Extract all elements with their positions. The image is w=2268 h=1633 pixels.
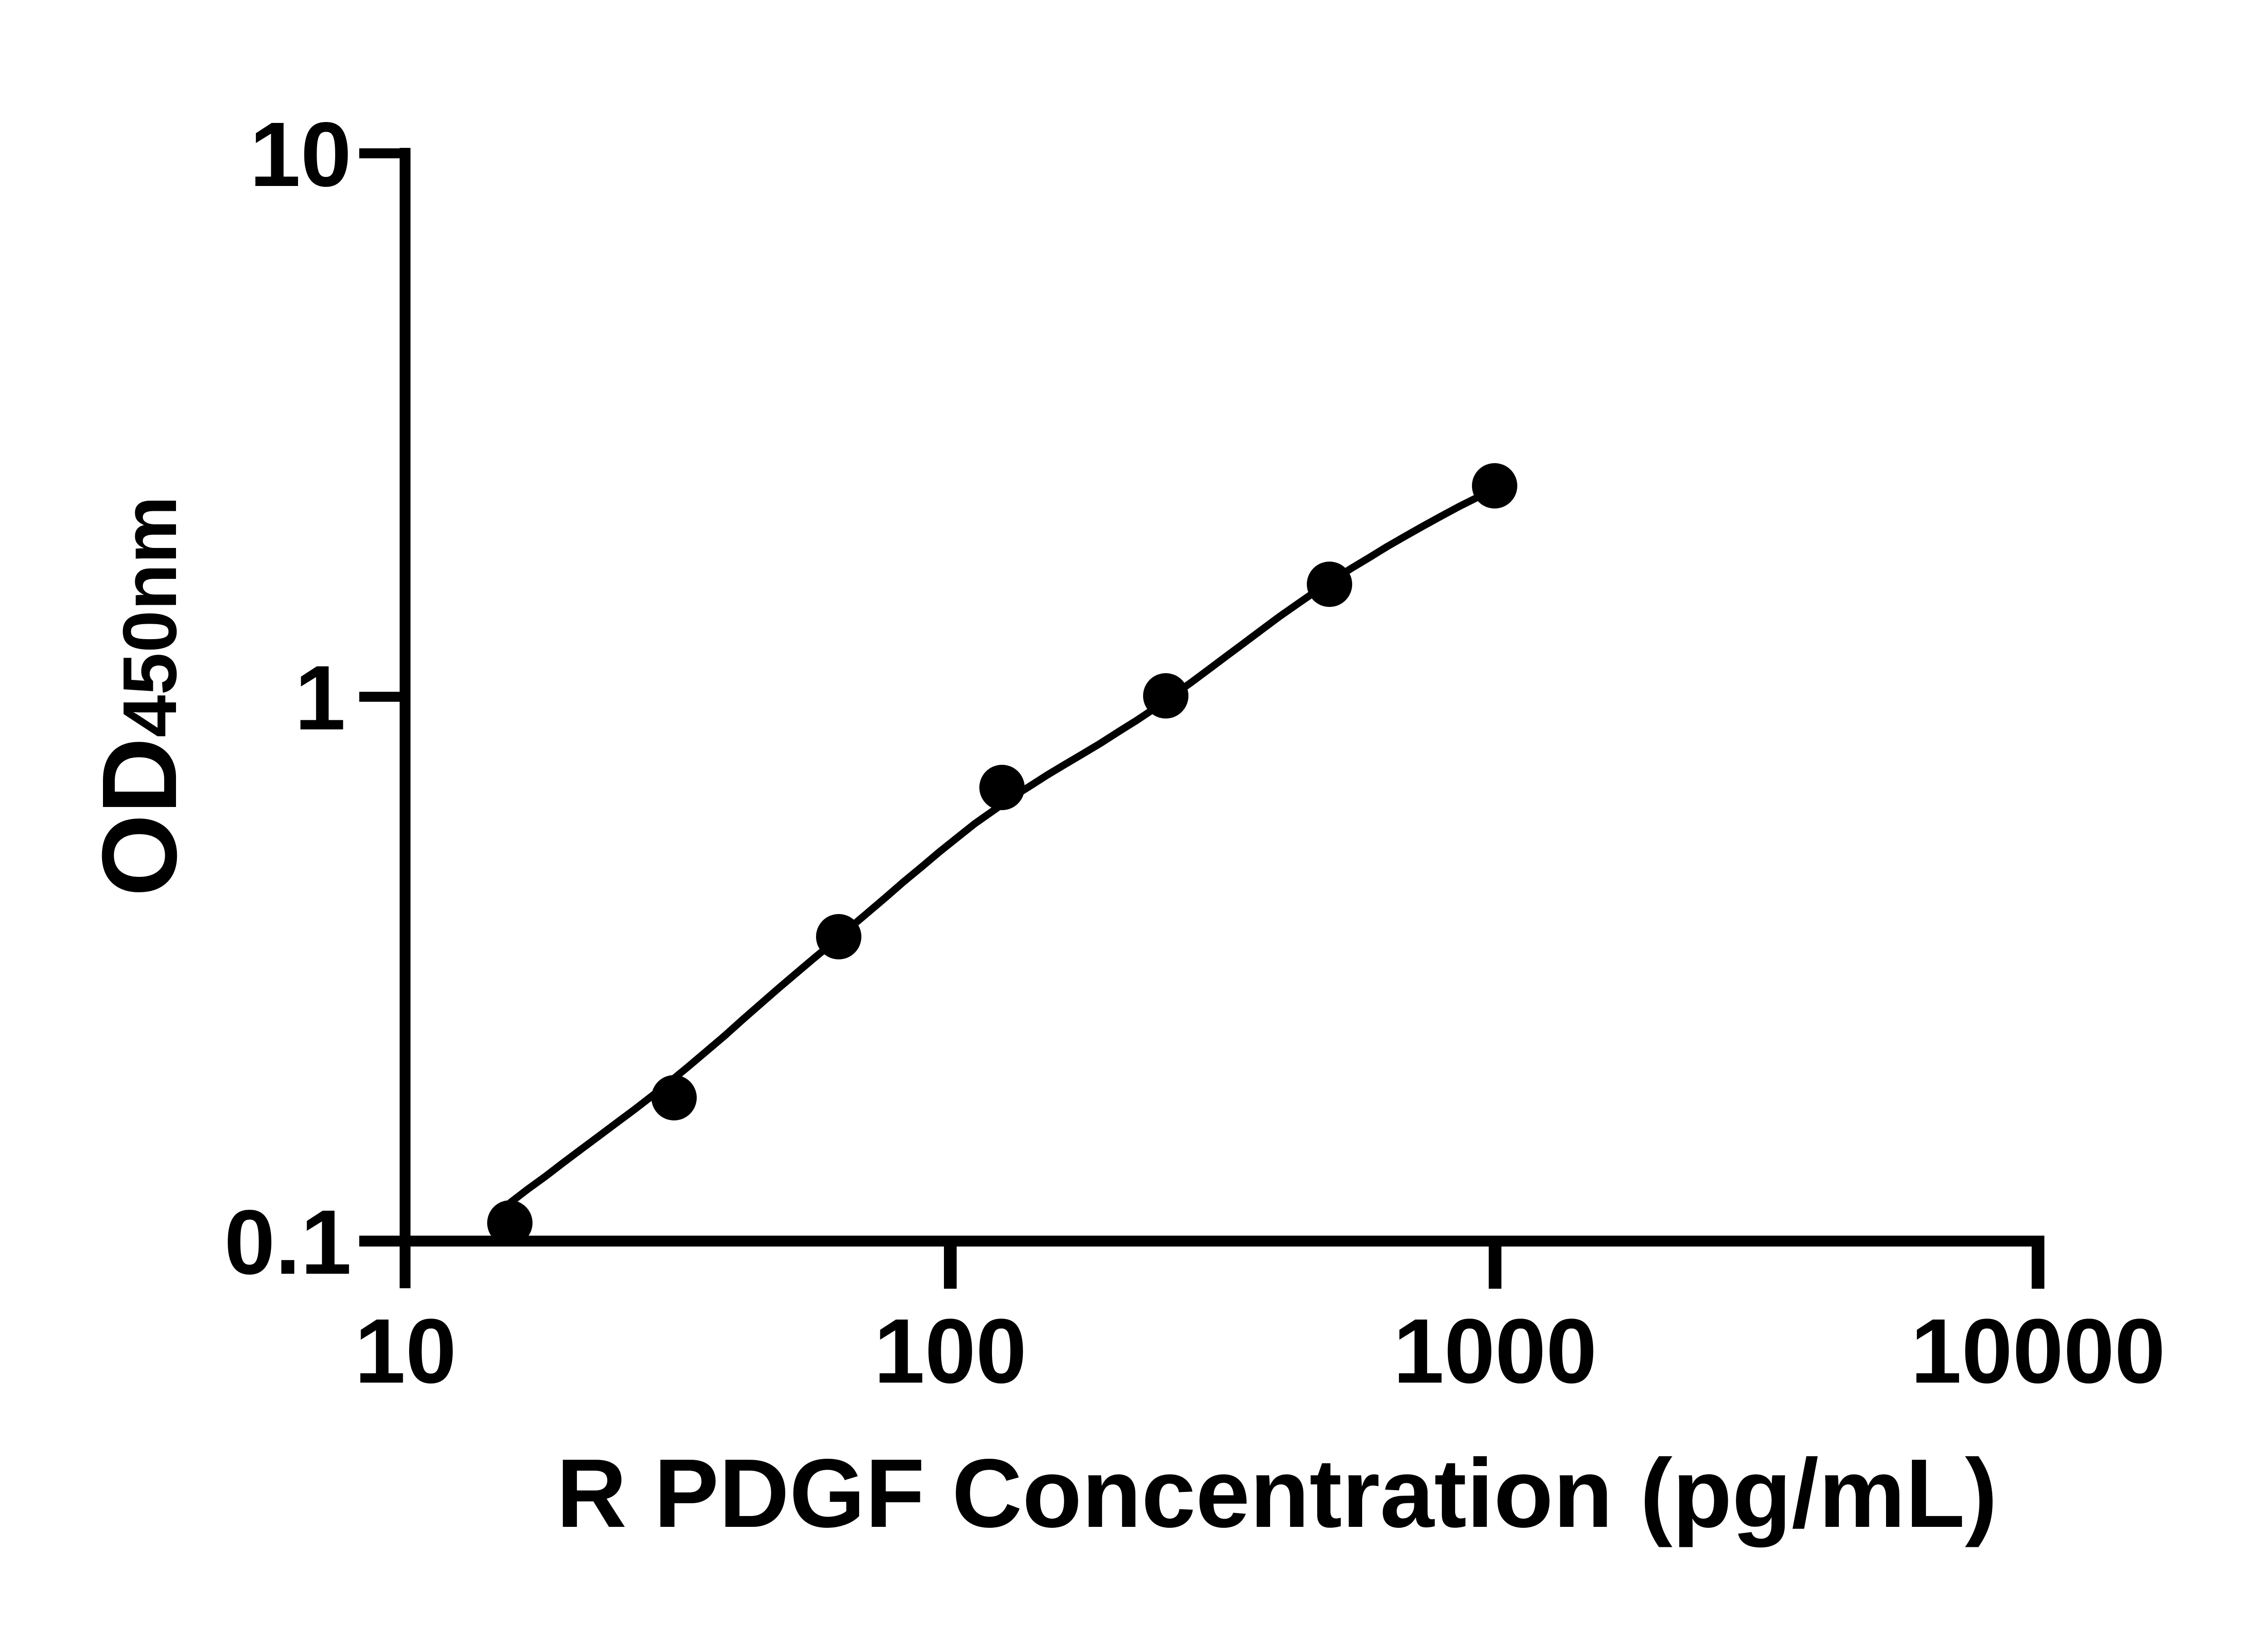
svg-text:0.1: 0.1 (224, 1191, 352, 1293)
svg-text:1: 1 (295, 646, 346, 749)
svg-text:10: 10 (249, 103, 352, 205)
svg-text:OD450nm: OD450nm (80, 496, 199, 896)
svg-text:10: 10 (355, 1300, 457, 1402)
svg-text:R PDGF Concentration (pg/mL): R PDGF Concentration (pg/mL) (556, 1438, 1997, 1548)
svg-text:1000: 1000 (1393, 1300, 1597, 1402)
svg-text:100: 100 (874, 1300, 1026, 1402)
svg-text:10000: 10000 (1911, 1300, 2165, 1402)
